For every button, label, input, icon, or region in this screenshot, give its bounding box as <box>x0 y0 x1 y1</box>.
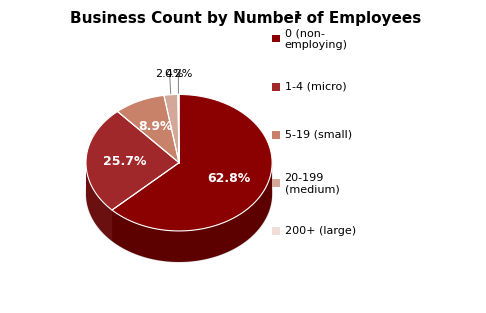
Polygon shape <box>112 95 272 231</box>
Text: 1-4 (micro): 1-4 (micro) <box>284 82 346 92</box>
Text: 8.9%: 8.9% <box>139 121 173 133</box>
Ellipse shape <box>86 126 272 262</box>
FancyBboxPatch shape <box>272 227 280 235</box>
Text: 5-19 (small): 5-19 (small) <box>284 130 352 140</box>
Text: employing): employing) <box>284 40 347 50</box>
Text: 0.2%: 0.2% <box>164 69 192 79</box>
Text: 62.8%: 62.8% <box>207 172 250 185</box>
Text: (medium): (medium) <box>284 184 339 194</box>
Text: 200+ (large): 200+ (large) <box>284 226 356 236</box>
FancyBboxPatch shape <box>272 83 280 90</box>
FancyBboxPatch shape <box>272 131 280 139</box>
Text: 2.4%: 2.4% <box>156 69 184 79</box>
Text: Business Count by Number of Employees: Business Count by Number of Employees <box>70 11 422 26</box>
Text: 25.7%: 25.7% <box>104 155 147 167</box>
Text: 0 (non-: 0 (non- <box>284 29 324 39</box>
Polygon shape <box>86 111 179 210</box>
Polygon shape <box>164 95 179 163</box>
Polygon shape <box>118 95 179 163</box>
FancyBboxPatch shape <box>272 179 280 187</box>
Text: 1: 1 <box>294 11 302 21</box>
Polygon shape <box>178 95 179 163</box>
Polygon shape <box>112 164 272 262</box>
Text: 20-199: 20-199 <box>284 173 324 183</box>
FancyBboxPatch shape <box>272 35 280 43</box>
Polygon shape <box>86 164 112 241</box>
